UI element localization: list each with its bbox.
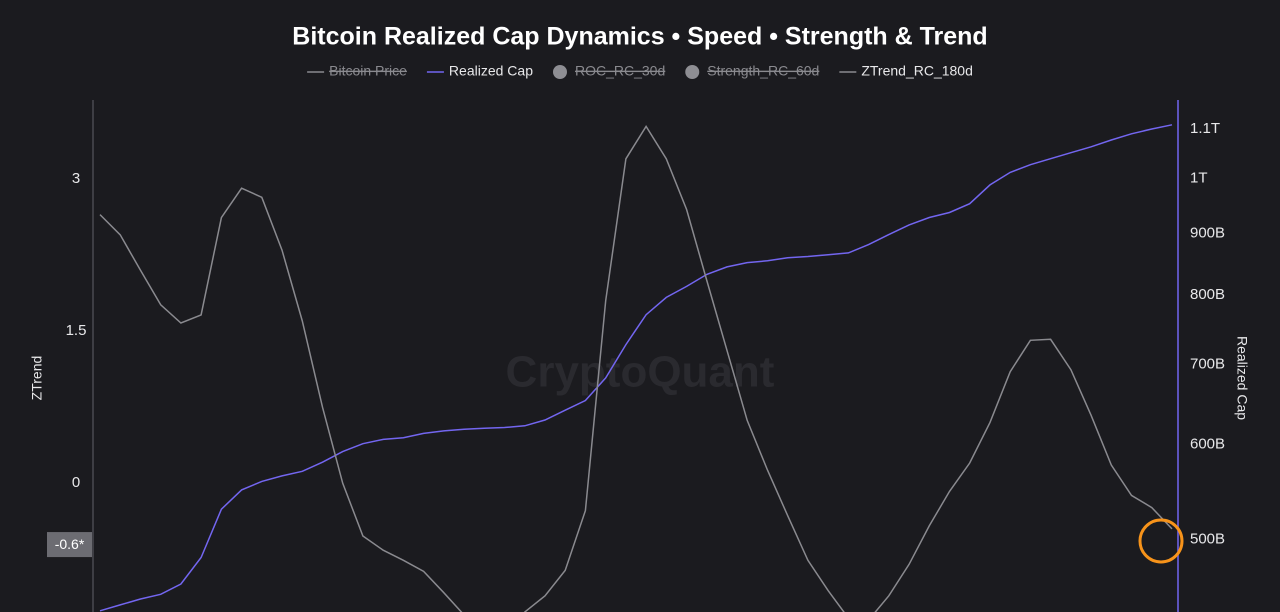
legend-marker — [552, 65, 567, 79]
legend-marker — [685, 65, 700, 79]
y2-tick-label: 900B — [1190, 224, 1225, 241]
y2-tick-label: 800B — [1190, 286, 1225, 303]
legend-item: ROC_RC_30d — [552, 63, 665, 79]
legend-label: ROC_RC_30d — [575, 63, 665, 79]
legend: Bitcoin Price Realized Cap ROC_RC_30d Stren… — [307, 63, 973, 79]
legend-item: Strength_RC_60d — [685, 63, 819, 79]
legend-item: ZTrend_RC_180d — [839, 63, 973, 79]
legend-label: Bitcoin Price — [329, 63, 407, 79]
legend-label: Strength_RC_60d — [707, 63, 819, 79]
y2-tick-label: 600B — [1190, 436, 1225, 453]
highlight-circle — [1138, 518, 1184, 564]
chart-title: Bitcoin Realized Cap Dynamics • Speed • … — [292, 23, 987, 51]
y2-axis-title: Realized Cap — [1234, 336, 1250, 420]
y-axis-title: ZTrend — [29, 356, 45, 401]
y2-tick-label: 500B — [1190, 530, 1225, 547]
plot-area — [99, 124, 1173, 612]
y-tick-label: 1.5 — [66, 322, 87, 339]
watermark: CryptoQuant — [506, 348, 775, 397]
current-value-box — [47, 532, 92, 558]
legend-label: Realized Cap — [449, 63, 533, 79]
y-tick-label: 3 — [72, 170, 80, 187]
legend-item: Realized Cap — [426, 63, 533, 79]
y-tick-label: 0 — [72, 474, 80, 491]
current-value-label: -0.6* — [55, 536, 85, 552]
y2-tick-label: 1T — [1190, 170, 1208, 187]
legend-label: ZTrend_RC_180d — [861, 63, 973, 79]
series-line — [99, 124, 1173, 612]
y2-tick-label: 700B — [1190, 355, 1225, 372]
y2-tick-label: 1.1T — [1190, 120, 1220, 137]
series-line — [99, 124, 1173, 612]
legend-item: Bitcoin Price — [307, 63, 407, 79]
